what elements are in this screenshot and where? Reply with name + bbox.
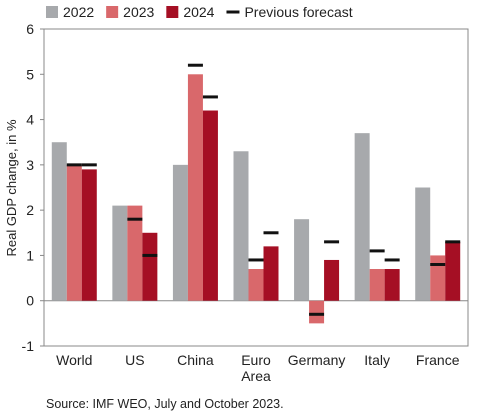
- bar-2022-china: [172, 164, 188, 301]
- legend-swatch-2022: [46, 6, 58, 18]
- bar-2024-germany: [324, 259, 340, 301]
- legend-label-2022: 2022: [63, 4, 94, 20]
- legend-label-previous-forecast: Previous forecast: [244, 4, 352, 20]
- y-tick-label: 5: [26, 66, 34, 82]
- x-tick-label: France: [416, 352, 460, 368]
- bar-2022-us: [112, 205, 128, 301]
- y-tick-label: 0: [26, 293, 34, 309]
- legend-label-2023: 2023: [123, 4, 154, 20]
- bar-2022-france: [415, 187, 431, 301]
- bar-2023-germany: [309, 300, 325, 324]
- bar-2023-world: [66, 164, 82, 301]
- x-tick-label: China: [177, 352, 214, 368]
- bar-2024-euro-area: [263, 246, 279, 301]
- y-tick-label: 2: [26, 202, 34, 218]
- legend-swatch-2023: [106, 6, 119, 18]
- legend-swatch-2024: [166, 6, 179, 18]
- bar-2022-world: [51, 142, 67, 301]
- x-tick-label: Italy: [364, 352, 390, 368]
- bar-2024-world: [81, 169, 97, 301]
- bar-2023-france: [430, 255, 446, 301]
- x-tick-label: World: [56, 352, 92, 368]
- bar-2024-italy: [384, 269, 400, 301]
- bar-2022-germany: [294, 219, 310, 301]
- x-tick-label: Germany: [288, 352, 346, 368]
- y-tick-label: 1: [26, 247, 34, 263]
- bar-2024-france: [445, 241, 461, 301]
- bar-2024-china: [202, 110, 218, 301]
- plot-frame: [43, 28, 469, 347]
- y-tick-label: -1: [22, 338, 35, 354]
- legend: 2022 2023 2024 Previous forecast: [46, 4, 353, 20]
- bar-2022-italy: [354, 133, 370, 301]
- bar-2023-italy: [369, 269, 385, 301]
- y-axis-label: Real GDP change, in %: [4, 119, 19, 256]
- bar-2022-euro-area: [233, 151, 249, 301]
- bar-2023-us: [127, 205, 143, 301]
- x-tick-label: US: [125, 352, 144, 368]
- plot-area: [43, 28, 469, 347]
- y-axis: -1 0 1 2 3 4 5 6: [22, 21, 44, 354]
- y-tick-label: 6: [26, 21, 34, 37]
- legend-label-2024: 2024: [183, 4, 214, 20]
- x-tick-label: Area: [241, 368, 271, 384]
- source-note: Source: IMF WEO, July and October 2023.: [46, 397, 284, 411]
- y-tick-label: 4: [26, 112, 34, 128]
- bar-2024-us: [142, 232, 158, 301]
- bar-2023-china: [187, 74, 203, 301]
- y-tick-label: 3: [26, 157, 34, 173]
- bar-2023-euro-area: [248, 269, 264, 301]
- x-tick-label: Euro: [241, 352, 271, 368]
